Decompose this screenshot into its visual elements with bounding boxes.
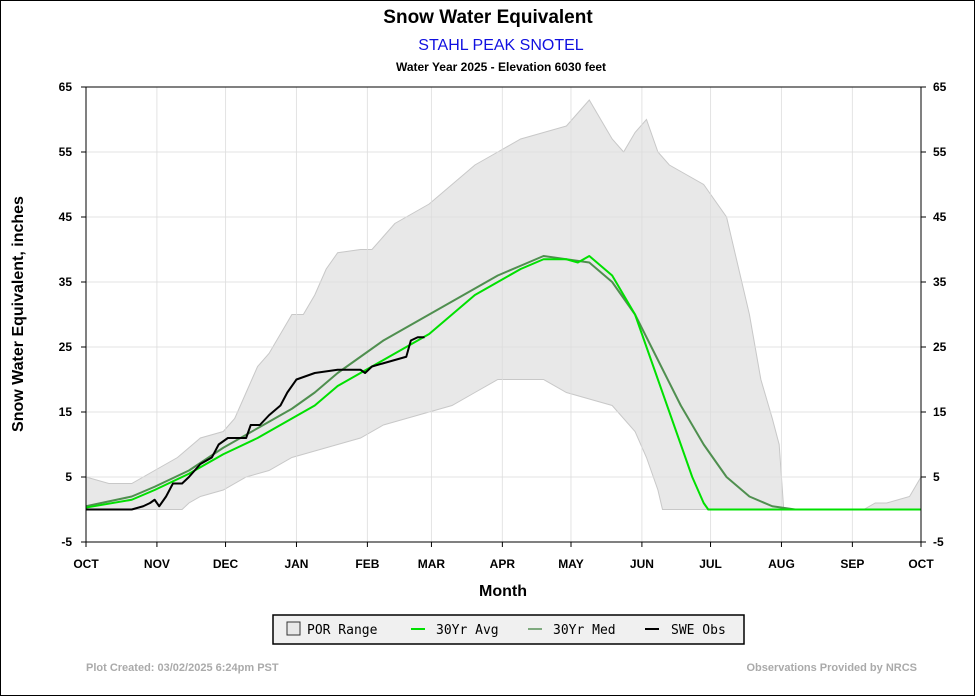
y-tick-label-right: 65 [933, 80, 947, 94]
x-tick-label: MAY [558, 557, 584, 571]
x-tick-label: DEC [213, 557, 239, 571]
legend-avg: 30Yr Avg [436, 623, 499, 638]
x-tick-label: MAR [418, 557, 446, 571]
y-axis-label: Snow Water Equivalent, inches [10, 196, 27, 432]
x-tick-label: NOV [144, 557, 170, 571]
x-tick-label: JUN [630, 557, 654, 571]
legend: POR Range 30Yr Avg 30Yr Med SWE Obs [272, 614, 745, 645]
x-tick-label: JUL [699, 557, 722, 571]
median-line [85, 255, 921, 511]
legend-swatch-por [286, 621, 301, 636]
x-tick-label: OCT [73, 557, 99, 571]
y-tick-label-left: 55 [59, 145, 73, 159]
y-tick-label-left: 45 [59, 210, 73, 224]
y-tick-label-right: 35 [933, 275, 947, 289]
observations-credit: Observations Provided by NRCS [746, 662, 917, 674]
y-tick-label-right: 5 [933, 470, 940, 484]
y-tick-label-left: 65 [59, 80, 73, 94]
y-tick-label-right: 15 [933, 405, 947, 419]
x-tick-label: AUG [768, 557, 795, 571]
x-tick-label: APR [490, 557, 516, 571]
y-tick-label-left: -5 [61, 535, 72, 549]
chart-title: Snow Water Equivalent [383, 7, 593, 28]
y-tick-label-left: 35 [59, 275, 73, 289]
legend-por: POR Range [307, 623, 378, 638]
average-line [85, 255, 921, 511]
x-tick-label: FEB [355, 557, 379, 571]
swe-obs-line [86, 336, 425, 511]
chart-subtitle: STAHL PEAK SNOTEL [418, 37, 583, 54]
y-tick-label-right: 25 [933, 340, 947, 354]
plot-border [85, 86, 922, 543]
x-tick-label: SEP [840, 557, 864, 571]
x-tick-label: JAN [284, 557, 308, 571]
y-tick-label-left: 5 [65, 470, 72, 484]
legend-med: 30Yr Med [553, 623, 616, 638]
y-tick-label-right: -5 [933, 535, 944, 549]
x-axis-label: Month [479, 583, 527, 600]
legend-obs: SWE Obs [671, 623, 726, 638]
y-tick-label-left: 15 [59, 405, 73, 419]
y-tick-label-left: 25 [59, 340, 73, 354]
y-tick-label-right: 45 [933, 210, 947, 224]
chart-subtitle-elevation: Water Year 2025 - Elevation 6030 feet [396, 60, 606, 74]
x-tick-label: OCT [908, 557, 934, 571]
y-tick-label-right: 55 [933, 145, 947, 159]
plot-created-text: Plot Created: 03/02/2025 6:24pm PST [86, 662, 279, 674]
